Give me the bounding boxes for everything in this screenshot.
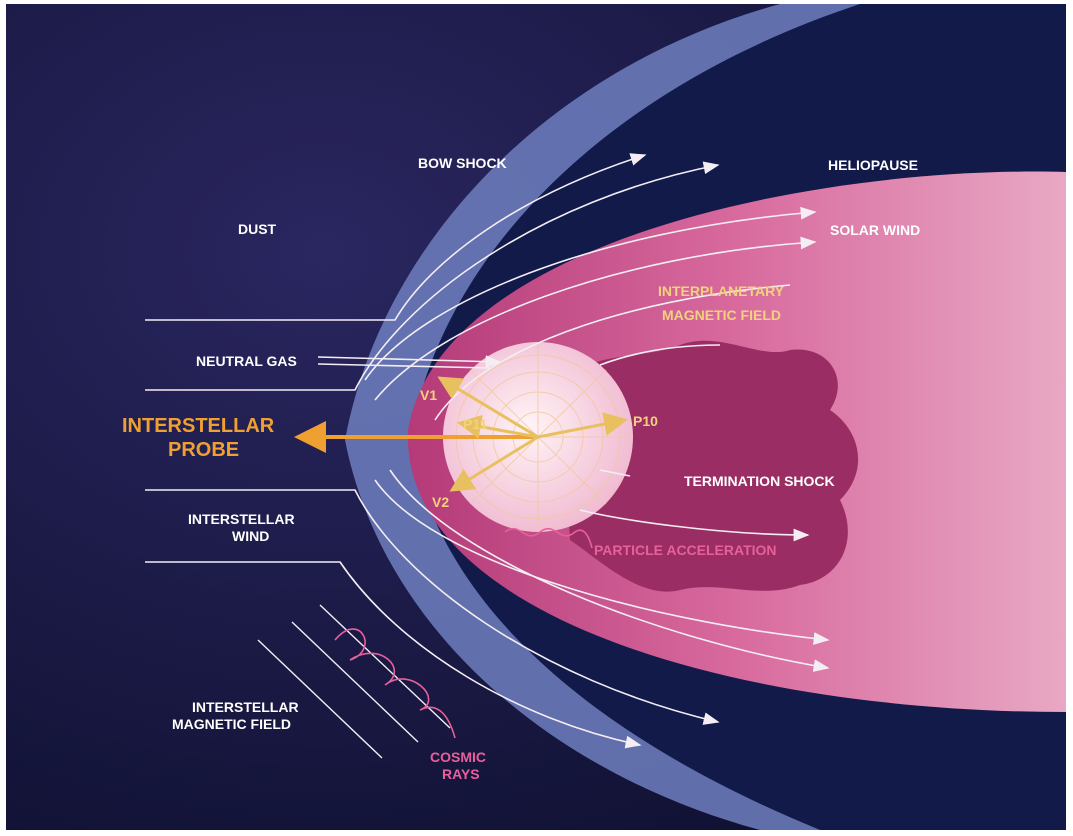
termination-region xyxy=(560,340,859,592)
label: V1 xyxy=(420,387,437,403)
label: MAGNETIC FIELD xyxy=(662,307,781,323)
label: INTERSTELLAR xyxy=(188,511,295,527)
label: PROBE xyxy=(168,439,239,461)
label: P10 xyxy=(633,413,658,429)
label: RAYS xyxy=(442,766,480,782)
label: V2 xyxy=(432,494,449,510)
spacecraft-vectors xyxy=(437,376,628,492)
label: PARTICLE ACCELERATION xyxy=(594,542,777,558)
label: WIND xyxy=(232,528,269,544)
label: DUST xyxy=(238,221,277,237)
label: INTERSTELLAR xyxy=(122,415,275,437)
label: TERMINATION SHOCK xyxy=(684,473,835,489)
termination-pointer xyxy=(599,469,631,477)
label: SOLAR WIND xyxy=(830,222,920,238)
flow-lines xyxy=(145,153,830,749)
cosmic-ray-spiral xyxy=(334,628,456,739)
label: COSMIC xyxy=(430,749,486,765)
label: INTERPLANETARY xyxy=(658,283,785,299)
label: HELIOPAUSE xyxy=(828,157,918,173)
label: P11 xyxy=(463,416,487,432)
label: INTERSTELLAR xyxy=(192,699,299,715)
label: NEUTRAL GAS xyxy=(196,353,297,369)
label: MAGNETIC FIELD xyxy=(172,716,291,732)
particle-spiral xyxy=(504,527,593,549)
label: BOW SHOCK xyxy=(418,155,507,171)
